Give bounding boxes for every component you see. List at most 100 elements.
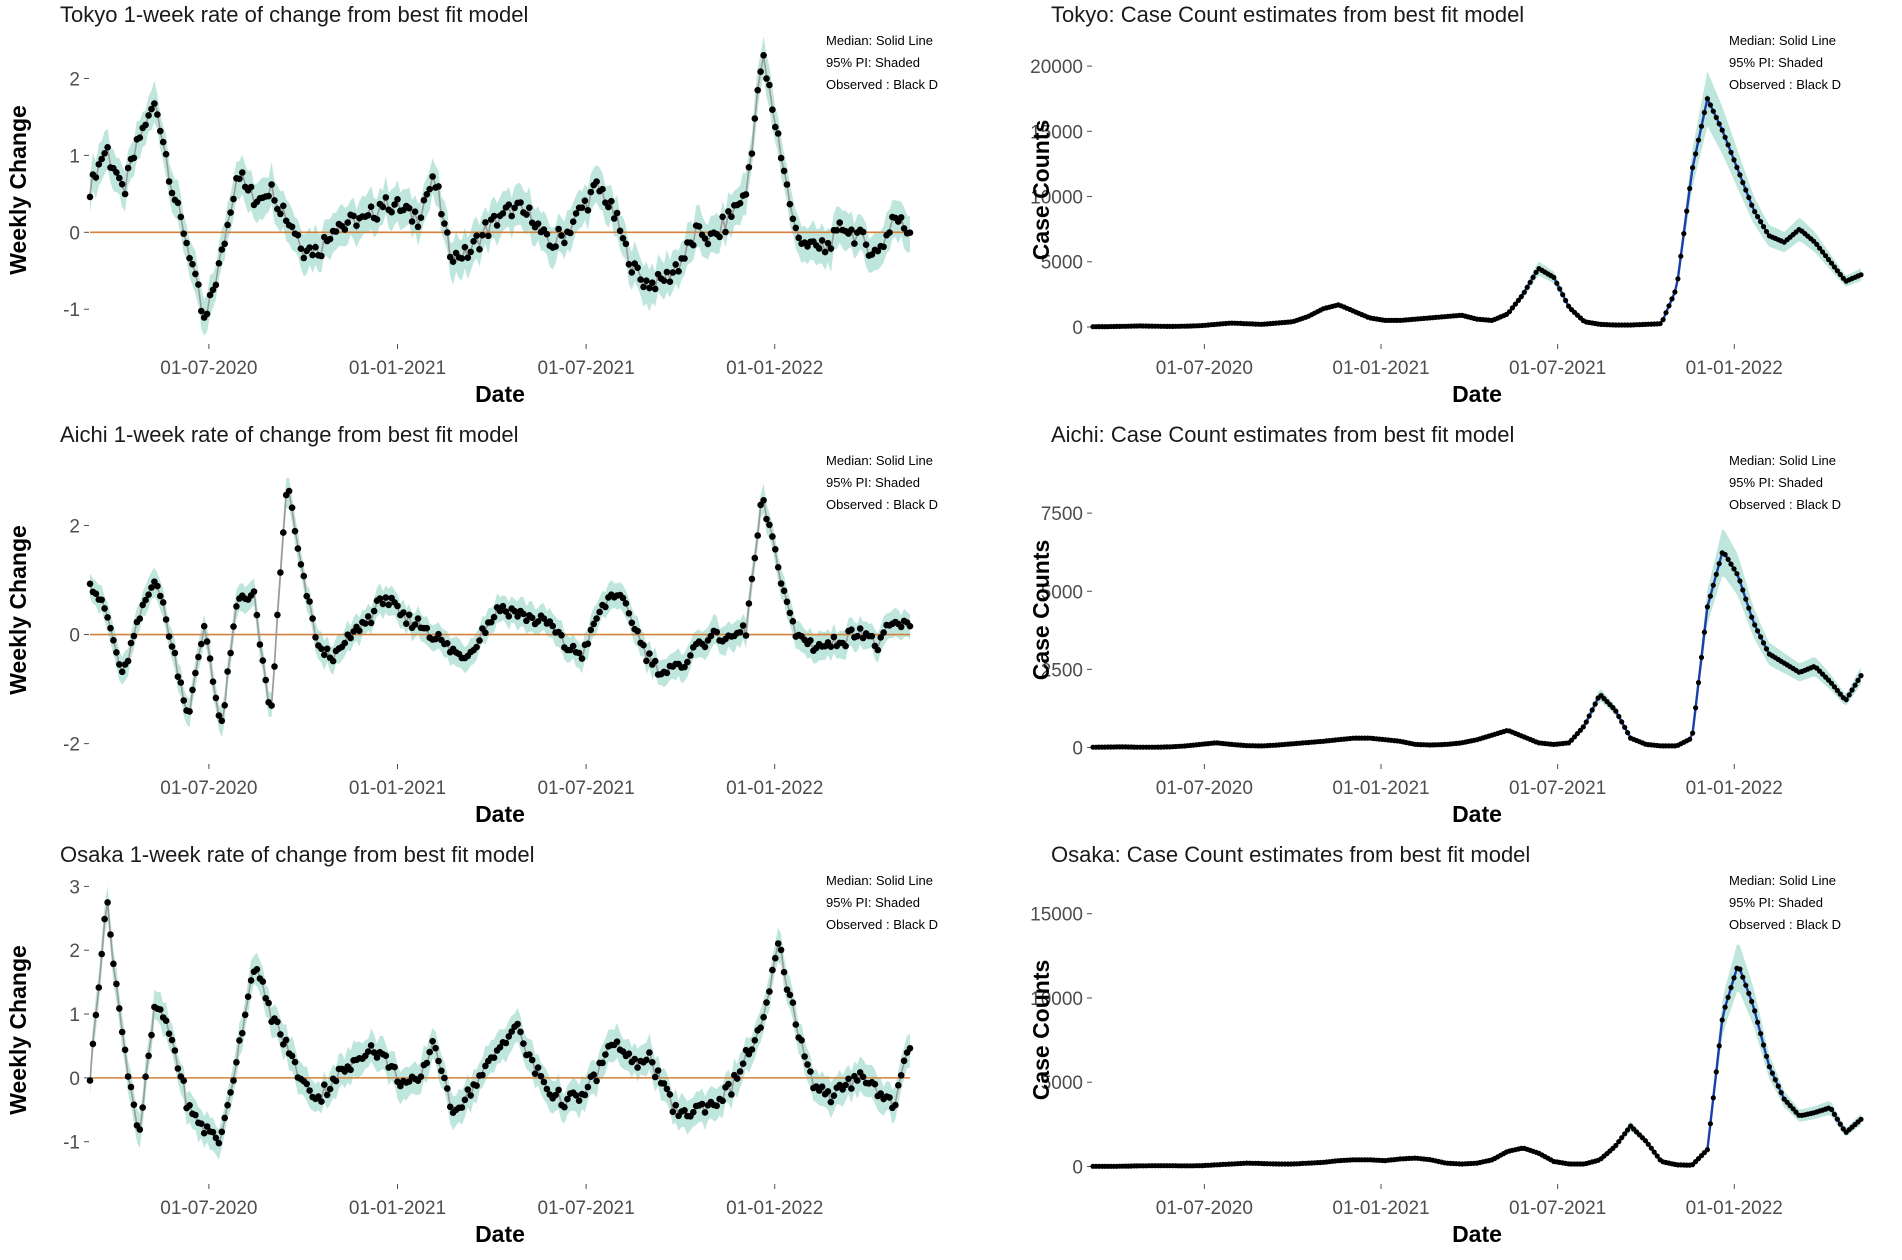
observed-point bbox=[435, 183, 442, 190]
observed-point bbox=[1716, 561, 1722, 567]
observed-point bbox=[1704, 1147, 1710, 1153]
y-tick-label: -1 bbox=[63, 300, 80, 321]
observed-point bbox=[874, 247, 882, 255]
observed-point bbox=[221, 1114, 228, 1122]
observed-point bbox=[101, 915, 108, 923]
observed-point bbox=[274, 1018, 281, 1026]
legend-entry: Observed : Black D bbox=[826, 77, 938, 92]
observed-point bbox=[1648, 1145, 1654, 1151]
observed-point bbox=[613, 209, 621, 217]
observed-point bbox=[713, 628, 720, 636]
observed-point bbox=[244, 993, 252, 1000]
legend-entry: 95% PI: Shaded bbox=[1729, 895, 1823, 910]
observed-point bbox=[748, 150, 756, 157]
observed-point bbox=[722, 228, 729, 236]
observed-point bbox=[666, 1091, 674, 1098]
observed-point bbox=[1837, 691, 1843, 697]
observed-point bbox=[1840, 1126, 1846, 1132]
observed-point bbox=[370, 1049, 378, 1056]
observed-point bbox=[1831, 1111, 1837, 1117]
observed-point bbox=[1574, 731, 1580, 737]
observed-point bbox=[499, 210, 507, 217]
observed-point bbox=[449, 258, 457, 266]
observed-point bbox=[581, 197, 589, 204]
observed-point bbox=[1766, 1064, 1772, 1070]
observed-point bbox=[859, 228, 867, 236]
observed-point bbox=[280, 202, 287, 210]
chart-panel-aichi-rate: Aichi 1-week rate of change from best fi… bbox=[0, 420, 951, 840]
observed-point bbox=[288, 504, 296, 511]
observed-point bbox=[514, 1020, 521, 1028]
observed-point bbox=[564, 1095, 571, 1103]
observed-point bbox=[719, 1097, 726, 1105]
x-axis-label: Date bbox=[1452, 381, 1502, 407]
observed-point bbox=[511, 204, 518, 212]
chart-panel-aichi-count: Aichi: Case Count estimates from best fi… bbox=[951, 420, 1902, 840]
observed-point bbox=[1698, 654, 1705, 660]
observed-point bbox=[382, 1052, 390, 1059]
observed-point bbox=[751, 115, 759, 122]
observed-point bbox=[306, 1087, 313, 1094]
observed-point bbox=[1566, 303, 1572, 309]
observed-point bbox=[663, 268, 671, 276]
x-axis-label: Date bbox=[475, 801, 525, 827]
observed-point bbox=[848, 626, 855, 633]
observed-point bbox=[1589, 707, 1595, 713]
observed-point bbox=[265, 999, 272, 1007]
legend-entry: Median: Solid Line bbox=[826, 453, 933, 468]
observed-point bbox=[619, 594, 627, 602]
observed-point bbox=[681, 1107, 688, 1114]
legend-entry: 95% PI: Shaded bbox=[1729, 55, 1823, 70]
observed-point bbox=[367, 619, 375, 627]
observed-point bbox=[417, 1073, 425, 1080]
observed-point bbox=[312, 243, 319, 251]
y-axis-label: Case Counts bbox=[1028, 540, 1054, 681]
observed-point bbox=[854, 632, 861, 640]
observed-point bbox=[508, 212, 515, 220]
chart-title: Aichi 1-week rate of change from best fi… bbox=[60, 422, 519, 447]
observed-point bbox=[1760, 1042, 1767, 1048]
observed-point bbox=[1681, 231, 1687, 237]
observed-point bbox=[394, 602, 401, 610]
observed-point bbox=[760, 497, 767, 504]
observed-point bbox=[777, 580, 785, 587]
observed-point bbox=[195, 281, 202, 288]
observed-point bbox=[1855, 677, 1861, 683]
observed-point bbox=[224, 221, 231, 229]
y-axis-label: Case Counts bbox=[1028, 960, 1054, 1101]
y-tick-label: 0 bbox=[69, 223, 80, 244]
observed-point bbox=[634, 627, 641, 635]
observed-point bbox=[1533, 269, 1539, 275]
observed-point bbox=[98, 155, 105, 163]
observed-point bbox=[742, 632, 750, 639]
observed-point bbox=[382, 594, 390, 601]
observed-point bbox=[104, 144, 111, 151]
observed-point bbox=[212, 1134, 220, 1142]
chart-title: Tokyo: Case Count estimates from best fi… bbox=[1051, 2, 1524, 27]
observed-point bbox=[318, 252, 325, 260]
observed-point bbox=[98, 950, 105, 958]
observed-point bbox=[274, 205, 281, 213]
observed-point bbox=[332, 228, 340, 235]
observed-point bbox=[186, 254, 193, 262]
observed-point bbox=[473, 643, 480, 651]
observed-point bbox=[429, 1037, 436, 1045]
observed-point bbox=[1530, 274, 1536, 280]
observed-point bbox=[613, 1038, 621, 1045]
observed-point bbox=[171, 1047, 179, 1054]
observed-point bbox=[1672, 289, 1678, 295]
observed-point bbox=[154, 111, 161, 118]
observed-point bbox=[1814, 241, 1820, 247]
observed-point bbox=[1690, 730, 1696, 736]
observed-point bbox=[625, 1050, 633, 1057]
observed-point bbox=[520, 1040, 527, 1047]
observed-point bbox=[754, 532, 761, 539]
observed-point bbox=[1731, 566, 1737, 572]
observed-point bbox=[1563, 297, 1569, 304]
observed-point bbox=[854, 1077, 861, 1084]
x-tick-label: 01-07-2020 bbox=[160, 778, 257, 799]
observed-point bbox=[408, 218, 416, 225]
observed-point bbox=[1663, 310, 1669, 316]
observed-point bbox=[92, 590, 100, 597]
observed-point bbox=[517, 1028, 524, 1036]
